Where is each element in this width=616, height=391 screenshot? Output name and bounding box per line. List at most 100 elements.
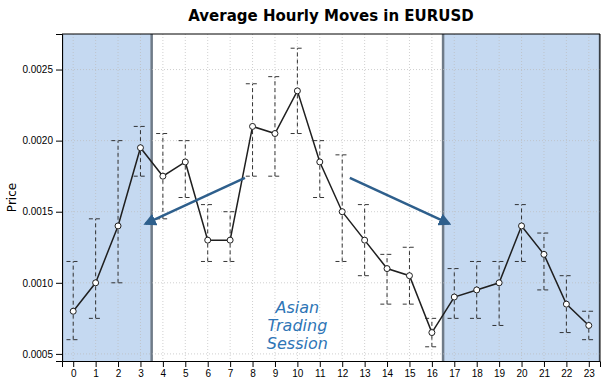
x-tick-label: 21	[539, 368, 551, 379]
grid-line-y	[62, 140, 600, 141]
error-cap-top	[134, 126, 147, 127]
x-tick: 21	[539, 361, 551, 379]
marker	[362, 237, 368, 243]
x-tick-label: 15	[404, 368, 416, 379]
grid-line-y	[62, 69, 600, 70]
line	[73, 91, 589, 333]
x-tick-mark	[140, 361, 141, 367]
marker	[586, 322, 592, 328]
arrow	[350, 178, 449, 224]
shaded-region	[443, 34, 600, 361]
x-tick: 0	[71, 361, 77, 379]
error-cap-top	[223, 211, 236, 212]
x-tick-mark	[185, 361, 186, 367]
error-bar	[118, 141, 119, 283]
error-bar	[207, 205, 208, 262]
grid-line-x	[162, 34, 163, 361]
region-border	[442, 34, 445, 361]
grid-line-x	[95, 34, 96, 361]
marker	[474, 287, 480, 293]
x-tick-label: 9	[273, 368, 279, 379]
x-tick-mark	[208, 361, 209, 367]
y-axis-line	[56, 35, 63, 362]
grid	[62, 34, 600, 361]
y-tick-label: 0.0020	[22, 135, 53, 146]
x-tick-mark	[163, 361, 164, 367]
grid-line-x	[118, 34, 119, 361]
marker	[519, 223, 525, 229]
x-tick-mark	[96, 361, 97, 367]
x-tick: 17	[449, 361, 461, 379]
error-cap-bottom	[201, 261, 214, 262]
x-tick: 23	[584, 361, 596, 379]
x-tick-mark	[118, 361, 119, 367]
error-cap-bottom	[358, 275, 371, 276]
marker	[384, 266, 390, 272]
error-bar	[521, 205, 522, 262]
marker	[205, 237, 211, 243]
error-bar	[543, 233, 544, 290]
x-tick: 2	[116, 361, 122, 379]
x-tick: 16	[427, 361, 439, 379]
error-bar	[454, 269, 455, 319]
x-tick-mark	[342, 361, 343, 367]
error-cap-top	[156, 133, 169, 134]
x-tick-mark	[409, 361, 410, 367]
x-tick-label: 7	[228, 368, 234, 379]
x-tick: 5	[183, 361, 189, 379]
error-cap-bottom	[89, 318, 102, 319]
error-cap-bottom	[425, 346, 438, 347]
marker	[182, 159, 188, 165]
error-cap-top	[246, 83, 259, 84]
error-cap-top	[582, 311, 595, 312]
marker	[115, 223, 121, 229]
error-cap-top	[537, 233, 550, 234]
error-cap-top	[492, 261, 505, 262]
grid-line-x	[364, 34, 365, 361]
marker	[70, 308, 76, 314]
error-cap-top	[268, 76, 281, 77]
x-tick: 9	[273, 361, 279, 379]
frame-top	[62, 34, 600, 35]
grid-line-x	[499, 34, 500, 361]
error-cap-top	[380, 254, 393, 255]
error-cap-bottom	[582, 339, 595, 340]
arrow	[146, 178, 245, 224]
x-axis-line	[63, 362, 601, 368]
marker	[496, 280, 502, 286]
marker	[563, 301, 569, 307]
x-tick-label: 0	[71, 368, 77, 379]
error-bars	[66, 48, 595, 347]
annotation-line: Session	[267, 334, 328, 353]
x-tick: 20	[516, 361, 528, 379]
marker	[339, 209, 345, 215]
grid-line-x	[476, 34, 477, 361]
data-area	[62, 34, 600, 361]
y-tick: 0.0010	[22, 278, 62, 289]
grid-line-x	[543, 34, 544, 361]
region-border	[599, 34, 600, 361]
grid-line-x	[230, 34, 231, 361]
x-tick-label: 2	[116, 368, 122, 379]
x-tick-mark	[320, 361, 321, 367]
marker	[294, 88, 300, 94]
x-tick: 19	[494, 361, 506, 379]
error-bar	[73, 261, 74, 339]
y-tick-mark	[56, 212, 62, 213]
x-tick: 7	[228, 361, 234, 379]
x-tick-mark	[477, 361, 478, 367]
grid-line-x	[252, 34, 253, 361]
error-cap-bottom	[111, 282, 124, 283]
x-tick-label: 12	[337, 368, 349, 379]
y-tick-mark	[56, 283, 62, 284]
x-tick: 22	[561, 361, 573, 379]
markers	[70, 88, 592, 336]
x-tick-label: 16	[427, 368, 439, 379]
x-tick: 3	[138, 361, 144, 379]
grid-line-x	[588, 34, 589, 361]
frame-right	[600, 34, 601, 361]
marker	[541, 251, 547, 257]
grid-line-x	[387, 34, 388, 361]
x-tick-mark	[544, 361, 545, 367]
grid-line-x	[140, 34, 141, 361]
